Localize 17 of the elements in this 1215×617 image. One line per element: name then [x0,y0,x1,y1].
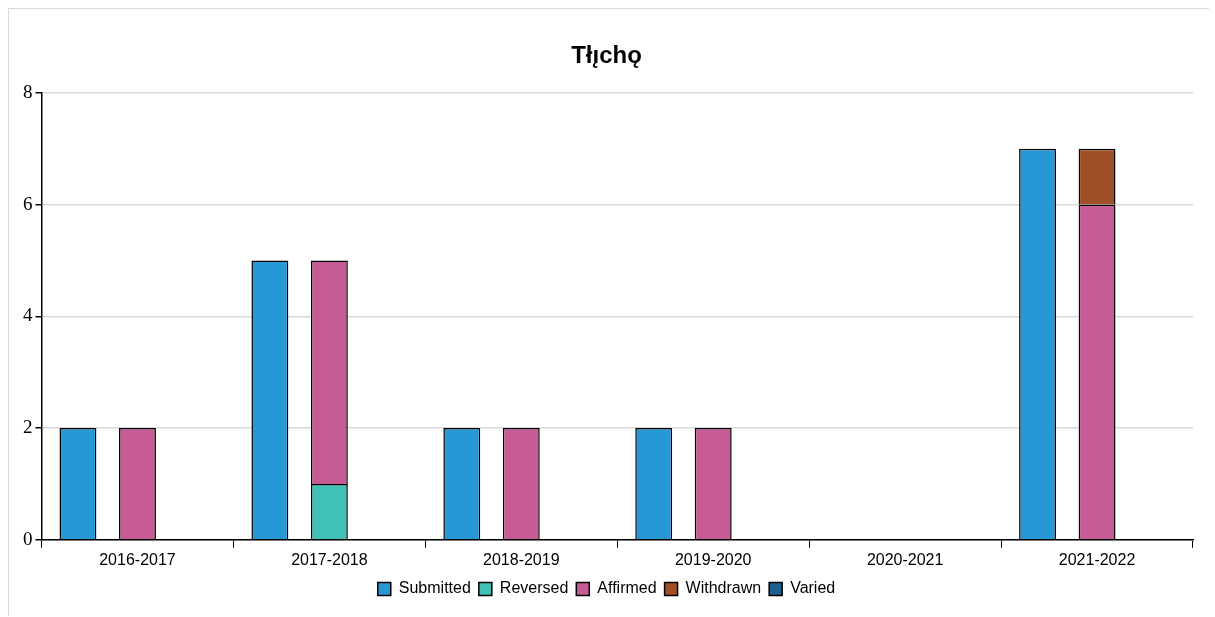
legend-label: Affirmed [597,579,657,597]
legend-label: Withdrawn [685,579,762,597]
x-tick-label: 2021-2022 [1058,550,1136,568]
x-tick-label: 2016-2017 [99,550,176,568]
x-tick-label: 2018-2019 [483,550,560,568]
chart-title: Tłı̨chǫ [571,41,642,69]
y-tick-label: 2 [23,416,33,438]
x-tick-label: 2019-2020 [674,550,752,568]
y-tick-label: 0 [23,527,33,549]
legend-label: Varied [790,579,836,597]
x-tick-label: 2017-2018 [291,550,368,568]
legend-label: Submitted [398,579,471,597]
y-tick-label: 8 [23,80,33,102]
y-tick-label: 6 [23,192,33,214]
x-tick-label: 2020-2021 [866,550,944,568]
y-tick-label: 4 [23,304,33,326]
legend-label: Reversed [499,579,569,597]
